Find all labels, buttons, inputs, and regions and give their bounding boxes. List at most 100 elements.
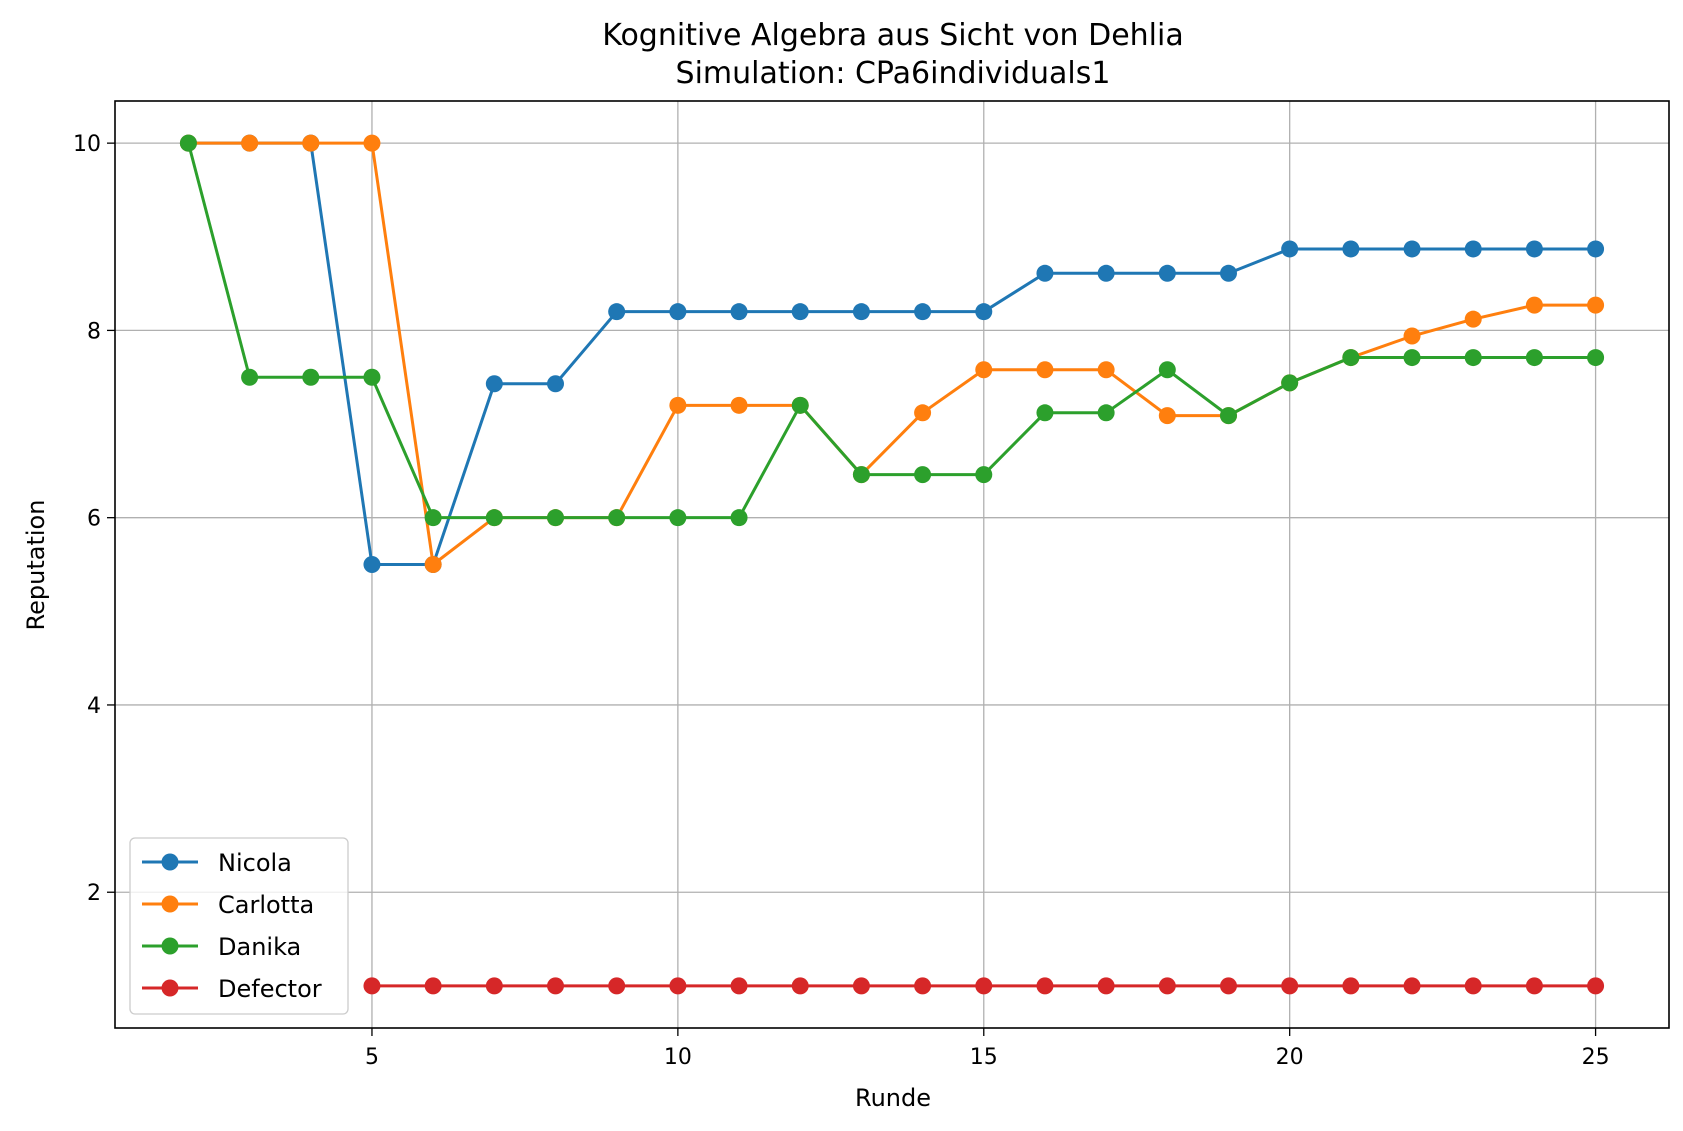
data-point-defector: [608, 977, 626, 995]
data-point-nicola: [363, 556, 381, 573]
x-tick-label: 5: [365, 1045, 379, 1070]
data-point-carlotta: [669, 396, 687, 414]
data-point-defector: [1219, 977, 1237, 995]
data-point-danika: [547, 509, 565, 527]
data-point-nicola: [914, 303, 932, 321]
legend-label-danika: Danika: [218, 933, 301, 961]
data-point-defector: [1464, 977, 1482, 995]
legend-marker-danika: [161, 937, 179, 955]
plot-frame: [114, 100, 1670, 1029]
data-point-danika: [485, 509, 503, 527]
x-tick-label: 25: [1582, 1045, 1610, 1070]
x-axis-label: Runde: [855, 1084, 931, 1112]
data-point-carlotta: [1525, 296, 1543, 314]
data-point-carlotta: [975, 361, 993, 379]
legend-marker-nicola: [161, 853, 179, 871]
data-point-danika: [302, 368, 320, 386]
legend-label-nicola: Nicola: [218, 849, 292, 877]
data-point-nicola: [1281, 240, 1299, 258]
data-point-carlotta: [730, 396, 748, 414]
data-point-danika: [608, 509, 626, 527]
data-point-carlotta: [1403, 327, 1421, 345]
data-point-nicola: [1464, 240, 1482, 258]
data-point-defector: [1525, 977, 1543, 995]
data-point-nicola: [852, 303, 870, 321]
data-point-defector: [1097, 977, 1115, 995]
legend-marker-defector: [161, 979, 179, 997]
data-point-carlotta: [1464, 310, 1482, 328]
data-point-danika: [1587, 349, 1605, 367]
data-point-danika: [1525, 349, 1543, 367]
data-point-nicola: [730, 303, 748, 321]
data-point-nicola: [1342, 240, 1360, 258]
data-point-defector: [791, 977, 809, 995]
data-point-carlotta: [302, 134, 320, 152]
data-point-nicola: [1403, 240, 1421, 258]
y-tick-label: 10: [73, 132, 101, 157]
data-point-danika: [975, 466, 993, 484]
data-point-carlotta: [914, 404, 932, 422]
legend-marker-carlotta: [161, 895, 179, 913]
data-point-nicola: [1097, 264, 1115, 282]
data-point-defector: [363, 977, 381, 995]
data-point-defector: [1587, 977, 1605, 995]
data-point-carlotta: [241, 134, 259, 152]
data-point-defector: [669, 977, 687, 995]
data-point-defector: [1281, 977, 1299, 995]
data-point-danika: [791, 396, 809, 414]
ticks: 5 10 15 20 25 2 4 6 8 10: [73, 132, 1610, 1070]
data-point-danika: [1403, 349, 1421, 367]
data-point-carlotta: [1097, 361, 1115, 379]
data-point-carlotta: [1587, 296, 1605, 314]
data-point-nicola: [1158, 264, 1176, 282]
data-point-nicola: [547, 375, 565, 393]
data-point-carlotta: [424, 556, 442, 573]
legend-label-defector: Defector: [218, 975, 322, 1003]
series-line-nicola: [188, 141, 1596, 566]
data-point-defector: [1036, 977, 1054, 995]
data-point-danika: [424, 509, 442, 527]
series-line-danika: [186, 142, 1596, 520]
data-point-nicola: [485, 375, 503, 393]
data-point-defector: [1342, 977, 1360, 995]
data-point-danika: [241, 368, 259, 386]
data-point-danika: [1158, 361, 1176, 379]
data-point-carlotta: [363, 134, 381, 152]
series-defector: [363, 977, 1605, 995]
y-tick-label: 4: [87, 694, 101, 719]
data-point-carlotta: [1158, 407, 1176, 425]
grid: [115, 101, 1669, 1028]
data-point-nicola: [1219, 264, 1237, 282]
series-danika: [179, 134, 1605, 527]
series-layer: [179, 134, 1605, 995]
data-point-danika: [852, 466, 870, 484]
data-point-danika: [1342, 349, 1360, 367]
data-point-danika: [363, 368, 381, 386]
data-point-carlotta: [1036, 361, 1054, 379]
data-point-defector: [975, 977, 993, 995]
data-point-nicola: [1036, 264, 1054, 282]
chart-title: Kognitive Algebra aus Sicht von Dehlia: [602, 18, 1183, 53]
legend-frame: [129, 837, 349, 1015]
data-point-defector: [485, 977, 503, 995]
data-point-defector: [852, 977, 870, 995]
data-point-defector: [424, 977, 442, 995]
x-tick-label: 10: [664, 1045, 692, 1070]
data-point-nicola: [669, 303, 687, 321]
data-point-nicola: [1525, 240, 1543, 258]
series-nicola: [179, 134, 1605, 573]
data-point-nicola: [608, 303, 626, 321]
data-point-danika: [1036, 404, 1054, 422]
data-point-danika: [1464, 349, 1482, 367]
data-point-nicola: [975, 303, 993, 321]
y-axis-label: Reputation: [22, 500, 50, 631]
y-tick-label: 2: [87, 881, 101, 906]
chart-subtitle: Simulation: CPa6individuals1: [676, 56, 1111, 91]
data-point-danika: [1281, 374, 1299, 392]
data-point-defector: [1158, 977, 1176, 995]
legend: Nicola Carlotta Danika Defector: [129, 837, 349, 1015]
data-point-danika: [914, 466, 932, 484]
data-point-danika: [1219, 407, 1237, 425]
data-point-danika: [730, 509, 748, 527]
